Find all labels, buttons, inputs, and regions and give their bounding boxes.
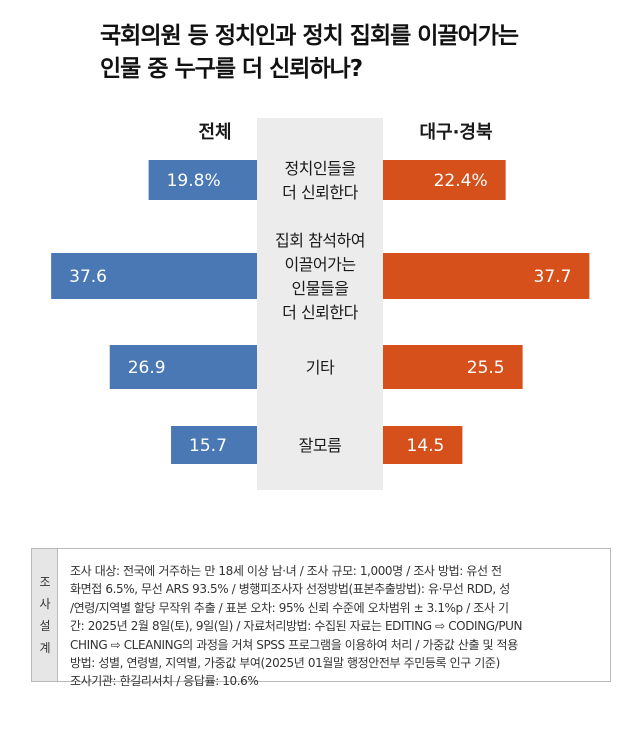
series-header-left: 전체 — [198, 122, 231, 143]
survey-method-line: 방법: 성별, 연령별, 지역별, 가중값 부여(2025년 01월말 행정안전… — [70, 656, 500, 671]
survey-method-line: 화면접 6.5%, 무선 ARS 93.5% / 병행피조사자 선정방법(표본추… — [70, 582, 510, 597]
chart-title: 국회의원 등 정치인과 정치 집회를 이끌어가는 인물 중 누구를 더 신뢰하나… — [100, 20, 620, 86]
survey-method-box: 조 사 설 계 조사 대상: 전국에 거주하는 만 18세 이상 남·녀 / 조… — [31, 548, 611, 688]
bar-left-3 — [171, 426, 257, 464]
bar-right-1 — [383, 253, 590, 299]
category-label: 인물들을 — [292, 279, 349, 298]
bar-right-0 — [383, 160, 506, 200]
survey-method-label-panel: 조 사 설 계 — [32, 549, 58, 681]
survey-method-line: CHING ⇨ CLEANING의 과정을 거쳐 SPSS 프로그램을 이용하여… — [70, 637, 518, 652]
bar-label-right-1: 37.7 — [534, 267, 572, 287]
category-label: 더 신뢰한다 — [282, 183, 358, 202]
center-label-panel — [257, 118, 383, 490]
bar-label-left-2: 26.9 — [128, 358, 166, 378]
bar-left-2 — [109, 345, 257, 389]
bar-label-left-1: 37.6 — [69, 267, 107, 287]
survey-method-label: 조 사 설 계 — [39, 575, 51, 655]
bar-label-right-3: 14.5 — [407, 436, 445, 456]
category-label: 정치인들을 — [284, 159, 355, 178]
survey-method-line: 조사기관: 한길리서치 / 응답률: 10.6% — [70, 674, 259, 689]
survey-method-line: 조사 대상: 전국에 거주하는 만 18세 이상 남·녀 / 조사 규모: 1,… — [70, 564, 502, 578]
category-label: 이끌어가는 — [284, 255, 355, 274]
category-label: 잘모름 — [299, 436, 342, 455]
title-line-1: 국회의원 등 정치인과 정치 집회를 이끌어가는 — [100, 23, 519, 49]
series-header-right: 대구·경북 — [419, 122, 492, 143]
survey-method-line: 간: 2025년 2월 8일(토), 9일(일) / 자료처리방법: 수집된 자… — [70, 619, 523, 634]
survey-method-line: /연령/지역별 할당 무작위 추출 / 표본 오차: 95% 신뢰 수준에 오차… — [70, 600, 509, 615]
bar-right-2 — [383, 345, 523, 389]
bar-label-right-2: 25.5 — [467, 358, 505, 378]
bar-label-left-0: 19.8% — [167, 171, 221, 191]
survey-method-text: 조사 대상: 전국에 거주하는 만 18세 이상 남·녀 / 조사 규모: 1,… — [70, 562, 604, 691]
category-label: 더 신뢰한다 — [282, 303, 358, 322]
bar-left-1 — [51, 253, 257, 299]
bar-left-0 — [148, 160, 257, 200]
bar-label-right-0: 22.4% — [434, 171, 488, 191]
category-label: 기타 — [306, 358, 335, 377]
bar-right-3 — [383, 426, 463, 464]
bar-label-left-3: 15.7 — [189, 436, 227, 456]
title-line-2: 인물 중 누구를 더 신뢰하나? — [100, 56, 363, 82]
category-label: 집회 참석하여 — [275, 231, 365, 250]
